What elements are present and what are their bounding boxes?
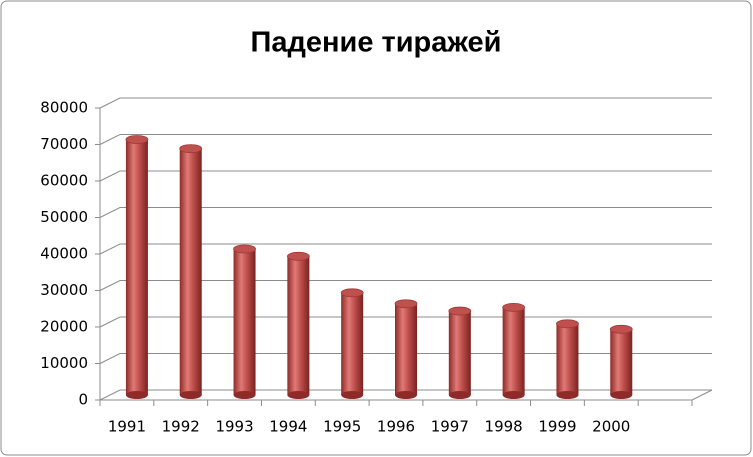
bar-top (502, 302, 526, 312)
y-tick-label: 40000 (40, 245, 88, 263)
y-tick-label: 30000 (40, 281, 88, 299)
y-tick-label: 70000 (40, 135, 88, 153)
grid-line (99, 97, 712, 109)
floor-edge (691, 389, 713, 401)
bar-top (125, 135, 149, 144)
grid-line (99, 280, 712, 291)
bar (395, 303, 417, 395)
x-tick-label: 1997 (431, 418, 469, 436)
bar (287, 256, 310, 395)
y-tick-label: 10000 (40, 354, 88, 372)
bar (556, 323, 579, 395)
bar (502, 307, 525, 395)
y-tick-label: 60000 (40, 172, 88, 190)
y-tick-label: 80000 (40, 99, 88, 117)
y-tick-label: 0 (78, 391, 88, 409)
bar-base (233, 391, 256, 399)
x-tick-label: 1993 (215, 418, 253, 436)
x-tick-label: 1995 (323, 418, 361, 436)
chart-title: Падение тиражей (250, 27, 501, 59)
bar-top (286, 251, 310, 261)
x-tick-label: 1994 (269, 418, 307, 436)
bar-base (125, 391, 148, 399)
grid-line (99, 170, 712, 182)
bar (125, 139, 148, 395)
x-tick-label: 1999 (538, 418, 576, 436)
grid-line (99, 207, 712, 218)
bar-top (179, 144, 203, 154)
bar-base (448, 391, 471, 399)
x-tick-label: 1996 (377, 418, 415, 436)
bar-base (179, 391, 202, 399)
bar (179, 148, 202, 395)
grid-line (99, 134, 712, 145)
bar-base (395, 391, 417, 399)
x-tick-label: 1991 (108, 418, 146, 436)
bar-base (287, 391, 310, 399)
bar-top (556, 319, 579, 329)
bar-top (233, 244, 256, 254)
bar-top (340, 288, 364, 298)
bar (341, 292, 364, 395)
bar (233, 249, 256, 395)
bar-base (610, 391, 633, 399)
y-tick-label: 50000 (40, 208, 88, 226)
bar-base (341, 391, 364, 399)
bar (448, 311, 471, 395)
x-tick-label: 1998 (485, 418, 523, 436)
bar-top (609, 324, 633, 334)
bar-base (502, 391, 525, 399)
grid-line (99, 243, 712, 255)
bar-top (394, 299, 418, 309)
y-tick-label: 20000 (40, 318, 88, 336)
bar-base (556, 391, 579, 399)
x-tick-label: 2000 (592, 418, 630, 436)
bar-top (448, 306, 472, 316)
x-tick-label: 1992 (162, 418, 200, 436)
bar (610, 329, 633, 395)
